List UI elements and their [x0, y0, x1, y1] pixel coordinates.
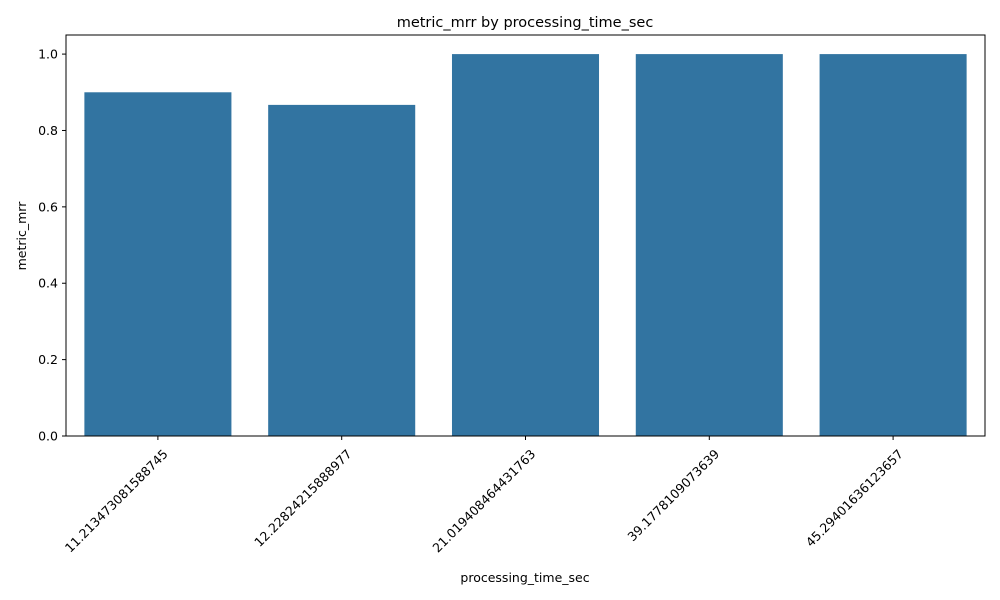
bar-2 [451, 54, 600, 436]
bars-group [84, 54, 967, 437]
x-tick-label-2: 21.019408464431763 [429, 446, 538, 555]
y-tick-label-5: 1.0 [38, 47, 58, 62]
plot-frame [65, 34, 986, 437]
x-tick-label-4: 45.29401636123657 [803, 446, 906, 549]
x-axis-label: processing_time_sec [460, 570, 589, 585]
x-axis: 11.213473081588745 12.22824215888977 21.01… [62, 436, 906, 555]
y-axis: 0.0 0.2 0.4 0.6 0.8 1.0 [38, 47, 66, 444]
y-tick-label-4: 0.8 [38, 123, 58, 138]
y-tick-label-1: 0.2 [38, 352, 58, 367]
bar-1 [268, 104, 416, 436]
y-tick-label-0: 0.0 [38, 429, 58, 444]
bar-4 [819, 54, 967, 436]
y-axis-label: metric_mrr [14, 201, 29, 271]
bar-0 [84, 92, 232, 437]
y-tick-label-2: 0.4 [38, 276, 58, 291]
chart-title: metric_mrr by processing_time_sec [397, 15, 654, 31]
x-tick-label-1: 12.22824215888977 [251, 446, 354, 549]
bar-3 [635, 54, 783, 436]
y-tick-label-3: 0.6 [38, 199, 58, 214]
x-tick-label-0: 11.213473081588745 [62, 446, 171, 555]
x-tick-label-3: 39.1778109073639 [624, 446, 722, 544]
